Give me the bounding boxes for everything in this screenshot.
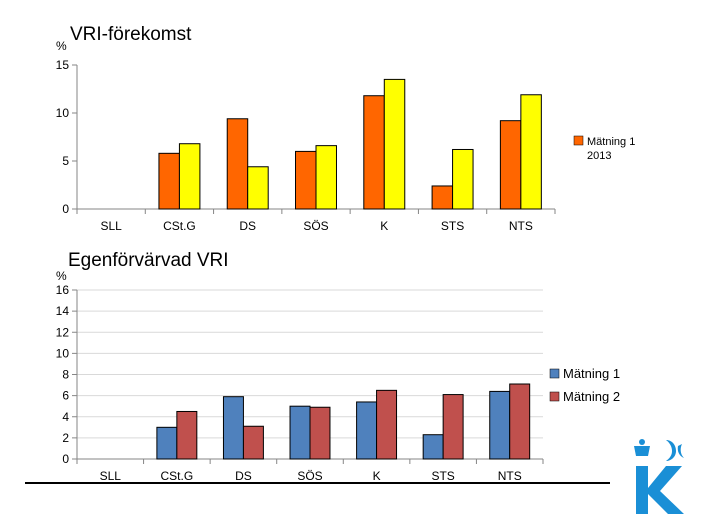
chart1-x-tick-label: CSt.G [163, 219, 196, 233]
chart2-y-tick-label: 10 [56, 346, 70, 360]
chart2-legend-label: Mätning 2 [563, 389, 620, 404]
chart2-bar-mätning-2 [309, 406, 331, 460]
chart1-bar-mätning-1 [363, 95, 385, 210]
karolinska-logo [630, 436, 688, 516]
chart2-unit-label: % [56, 269, 67, 283]
chart2-x-tick-label: NTS [498, 469, 522, 483]
chart1-unit-label: % [56, 39, 67, 53]
chart2-bar-mätning-1 [422, 434, 444, 460]
chart2-y-tick-label: 12 [56, 325, 70, 339]
chart2-title: Egenförvärvad VRI [68, 250, 229, 271]
chart1-x-tick-label: SÖS [303, 219, 328, 233]
chart1-bar-mätning-1 [295, 150, 317, 210]
chart2-bar-mätning-1 [222, 396, 244, 460]
chart1-x-tick-label: NTS [509, 219, 533, 233]
chart1-bar-mätning-1 [499, 120, 522, 210]
chart1-legend-swatch [573, 135, 584, 146]
chart1-y-tick-label: 10 [56, 106, 70, 120]
chart2-plot: 0 2 4 6 8 10 12 14 16 SLL CSt.G DS SÖS K STS NTS Mätning… [56, 283, 620, 483]
chart2-x-tick-label: SLL [100, 469, 122, 483]
chart2-bar-mätning-2 [442, 394, 464, 460]
chart2-y-tick-label: 6 [62, 389, 69, 403]
chart2-bar-mätning-2 [176, 410, 198, 460]
chart1-plot: 0 5 10 15 SLL CSt.G DS SÖS K STS NTS Mätning 1 2013 [56, 58, 636, 233]
chart2-legend-swatch [549, 368, 560, 379]
chart1-x-tick-label: SLL [100, 219, 122, 233]
chart1-x-tick-label: DS [239, 219, 256, 233]
chart1-x-tick-label: K [380, 219, 388, 233]
chart2-x-tick-label: DS [235, 469, 252, 483]
chart1-bar-2013 [315, 145, 337, 210]
crown-k-logo-icon [634, 439, 684, 514]
chart2-x-tick-label: CSt.G [161, 469, 194, 483]
chart2-y-tick-label: 2 [62, 431, 69, 445]
chart2-bar-mätning-2 [509, 383, 531, 460]
chart2-y-tick-label: 4 [62, 410, 69, 424]
chart2-bar-mätning-2 [242, 425, 264, 460]
chart2-legend-label: Mätning 1 [563, 366, 620, 381]
chart1-y-tick-label: 0 [62, 202, 69, 216]
chart1-bar-2013 [452, 148, 474, 210]
chart2-y-tick-label: 14 [56, 304, 70, 318]
chart1-legend-series-2: 2013 [587, 150, 611, 162]
chart2-legend-swatch [549, 391, 560, 402]
chart2-bar-mätning-1 [489, 390, 511, 460]
chart1-title: VRI-förekomst [70, 24, 192, 45]
chart2-bar-mätning-1 [356, 401, 378, 460]
chart2-bar-mätning-1 [289, 405, 311, 460]
chart1-bar-mätning-1 [158, 152, 180, 210]
chart1-legend-series-1: Mätning 1 [587, 136, 635, 148]
chart2-y-tick-label: 8 [62, 368, 69, 382]
chart1-y-tick-label: 5 [62, 154, 69, 168]
chart2-x-tick-label: SÖS [297, 469, 322, 483]
chart1-bar-2013 [383, 78, 406, 210]
chart1-bar-2013 [520, 94, 542, 210]
chart1-y-tick-label: 15 [56, 58, 70, 72]
chart1-bar-2013 [247, 166, 269, 210]
chart1-bar-mätning-1 [431, 185, 454, 210]
chart2-y-tick-label: 16 [56, 283, 70, 297]
chart1-bar-mätning-1 [226, 118, 249, 210]
chart1-x-tick-label: STS [441, 219, 464, 233]
chart2-x-tick-label: STS [431, 469, 454, 483]
chart2-x-tick-label: K [373, 469, 381, 483]
chart2-bar-mätning-1 [156, 426, 178, 460]
chart2-bar-mätning-2 [376, 389, 398, 460]
chart1-bar-2013 [178, 143, 201, 210]
chart2-y-tick-label: 0 [62, 452, 69, 466]
